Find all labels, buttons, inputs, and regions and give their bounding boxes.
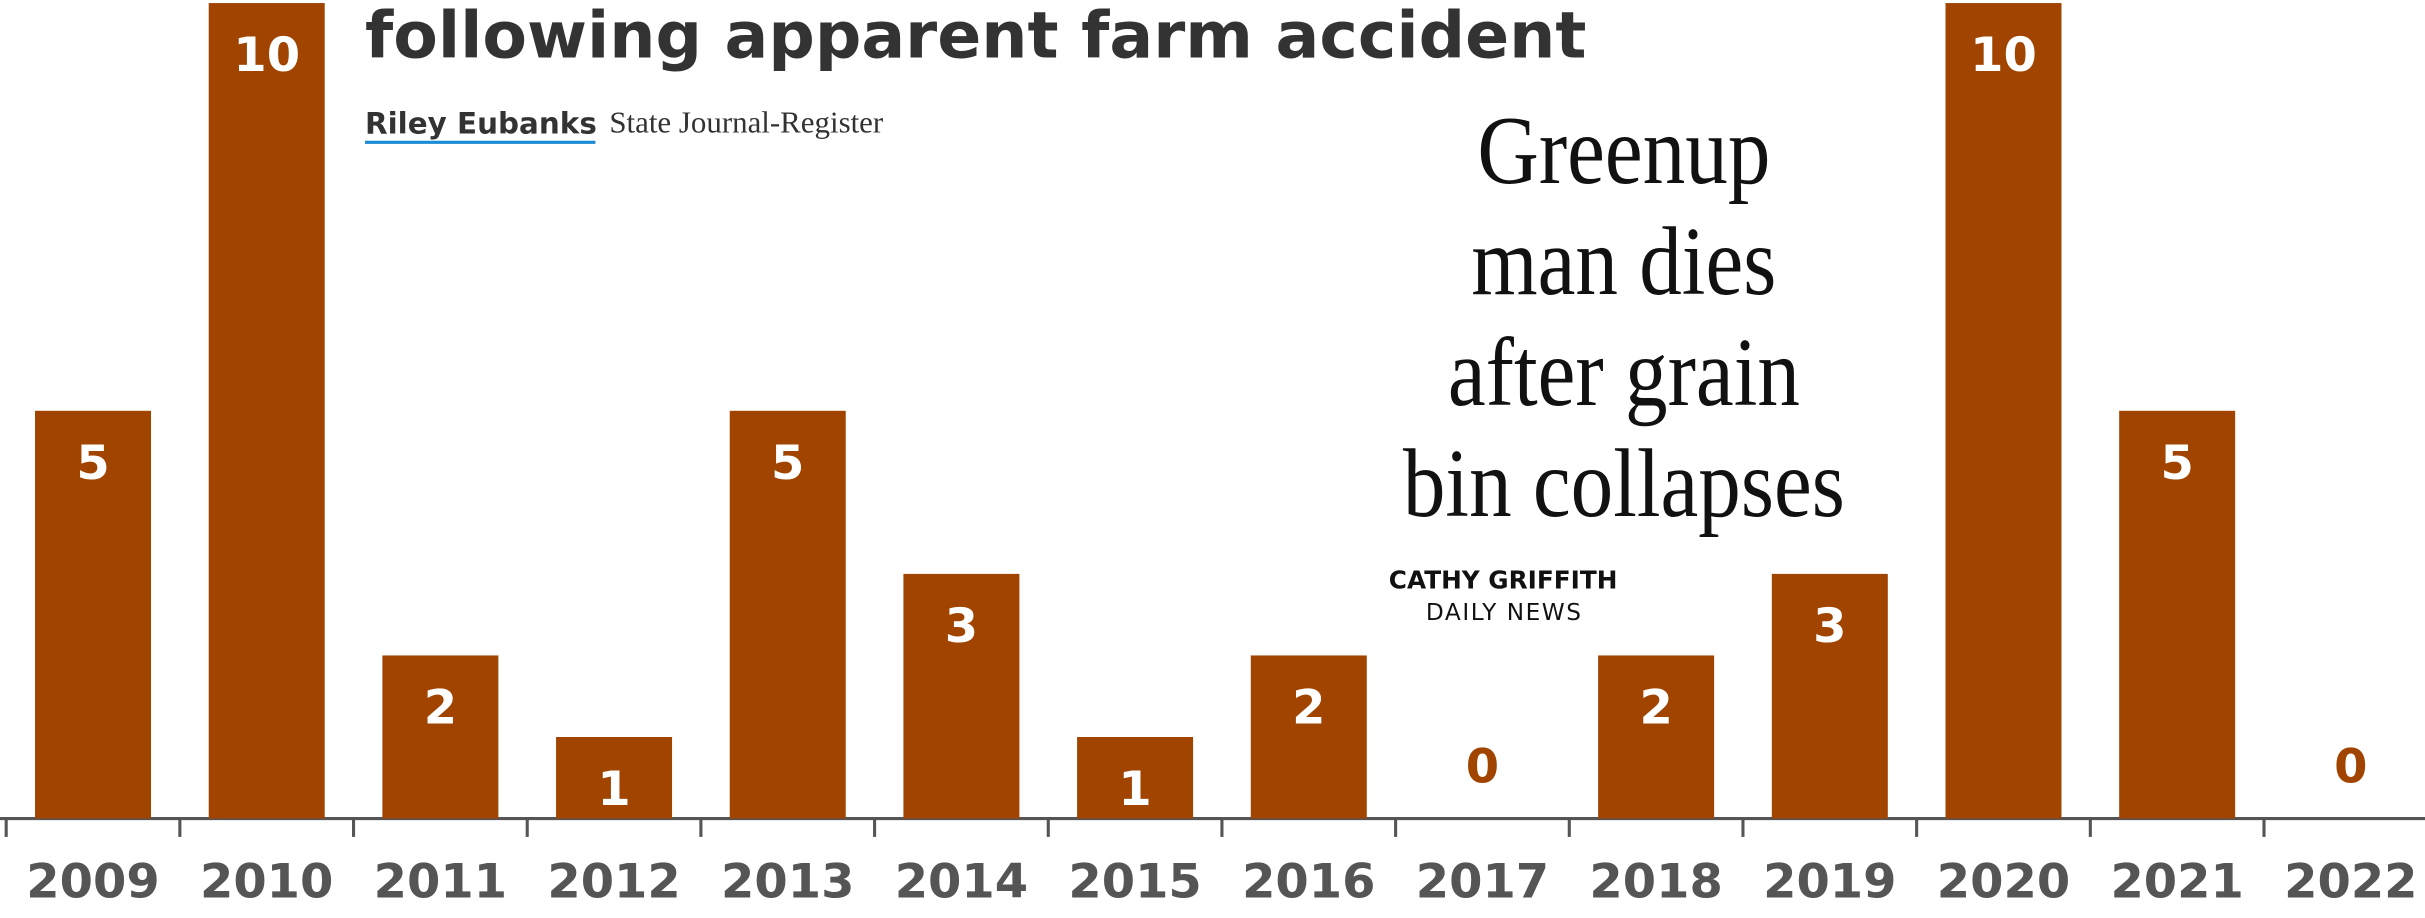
bar	[1598, 655, 1715, 819]
bar	[556, 737, 673, 819]
bar	[1945, 3, 2062, 819]
bar	[903, 573, 1020, 819]
inset-line: Greenup	[1477, 96, 1770, 205]
value-label: 5	[2160, 436, 2193, 491]
inset-line: man dies	[1471, 207, 1776, 316]
x-tick-label: 2019	[1763, 855, 1896, 910]
value-label: 1	[1118, 762, 1151, 817]
x-tick-label: 2013	[721, 855, 854, 910]
value-label: 0	[1466, 740, 1499, 795]
bar	[1250, 655, 1367, 819]
bar	[2119, 410, 2236, 819]
bar	[1077, 737, 1194, 819]
value-label: 2	[1639, 681, 1672, 736]
x-tick-label: 2010	[200, 855, 333, 910]
value-label: 1	[597, 762, 630, 817]
value-label: 2	[424, 681, 457, 736]
value-label: 5	[76, 436, 109, 491]
x-tick-label: 2012	[547, 855, 680, 910]
x-tick-label: 2022	[2284, 855, 2417, 910]
value-label: 10	[1970, 28, 2037, 83]
bar	[382, 655, 499, 819]
headline: following apparent farm accident	[365, 0, 1586, 73]
value-label: 3	[1813, 599, 1846, 654]
value-label: 5	[771, 436, 804, 491]
inset-line: after grain	[1448, 317, 1800, 426]
bar	[729, 410, 846, 819]
inset-line: bin collapses	[1403, 428, 1845, 537]
x-tick-label: 2020	[1937, 855, 2070, 910]
bar	[35, 410, 152, 819]
x-tick-label: 2016	[1242, 855, 1375, 910]
inset-author: CATHY GRIFFITH	[1389, 565, 1618, 594]
bar	[208, 3, 325, 819]
bar	[1771, 573, 1888, 819]
x-tick-label: 2017	[1416, 855, 1549, 910]
value-label: 3	[945, 599, 978, 654]
value-label: 10	[233, 28, 300, 83]
x-tick-label: 2009	[26, 855, 159, 910]
x-tick-label: 2015	[1068, 855, 1201, 910]
x-tick-label: 2014	[895, 855, 1028, 910]
x-tick-label: 2011	[374, 855, 507, 910]
x-tick-label: 2021	[2110, 855, 2243, 910]
x-tick-label: 2018	[1589, 855, 1722, 910]
value-label: 0	[2334, 740, 2367, 795]
inset-source: DAILY NEWS	[1426, 600, 1583, 626]
source: State Journal-Register	[609, 106, 883, 140]
author[interactable]: Riley Eubanks	[365, 107, 597, 141]
value-label: 2	[1292, 681, 1325, 736]
